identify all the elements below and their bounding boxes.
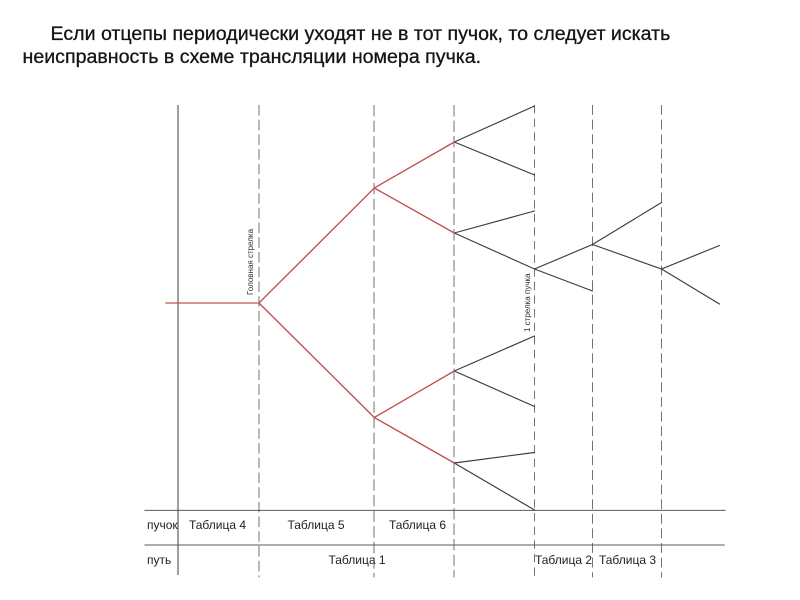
- svg-text:Таблица 3: Таблица 3: [599, 553, 656, 567]
- svg-text:Таблица 4: Таблица 4: [189, 518, 246, 532]
- svg-text:Таблица 5: Таблица 5: [287, 518, 344, 532]
- svg-text:Таблица 1: Таблица 1: [328, 553, 385, 567]
- svg-text:1 стрелка пучка: 1 стрелка пучка: [523, 273, 532, 332]
- svg-text:путь: путь: [147, 553, 171, 567]
- svg-text:Таблица 2: Таблица 2: [535, 553, 592, 567]
- svg-text:Таблица 6: Таблица 6: [389, 518, 446, 532]
- svg-text:пучок: пучок: [147, 518, 178, 532]
- svg-text:Головная стрелка: Головная стрелка: [246, 228, 255, 295]
